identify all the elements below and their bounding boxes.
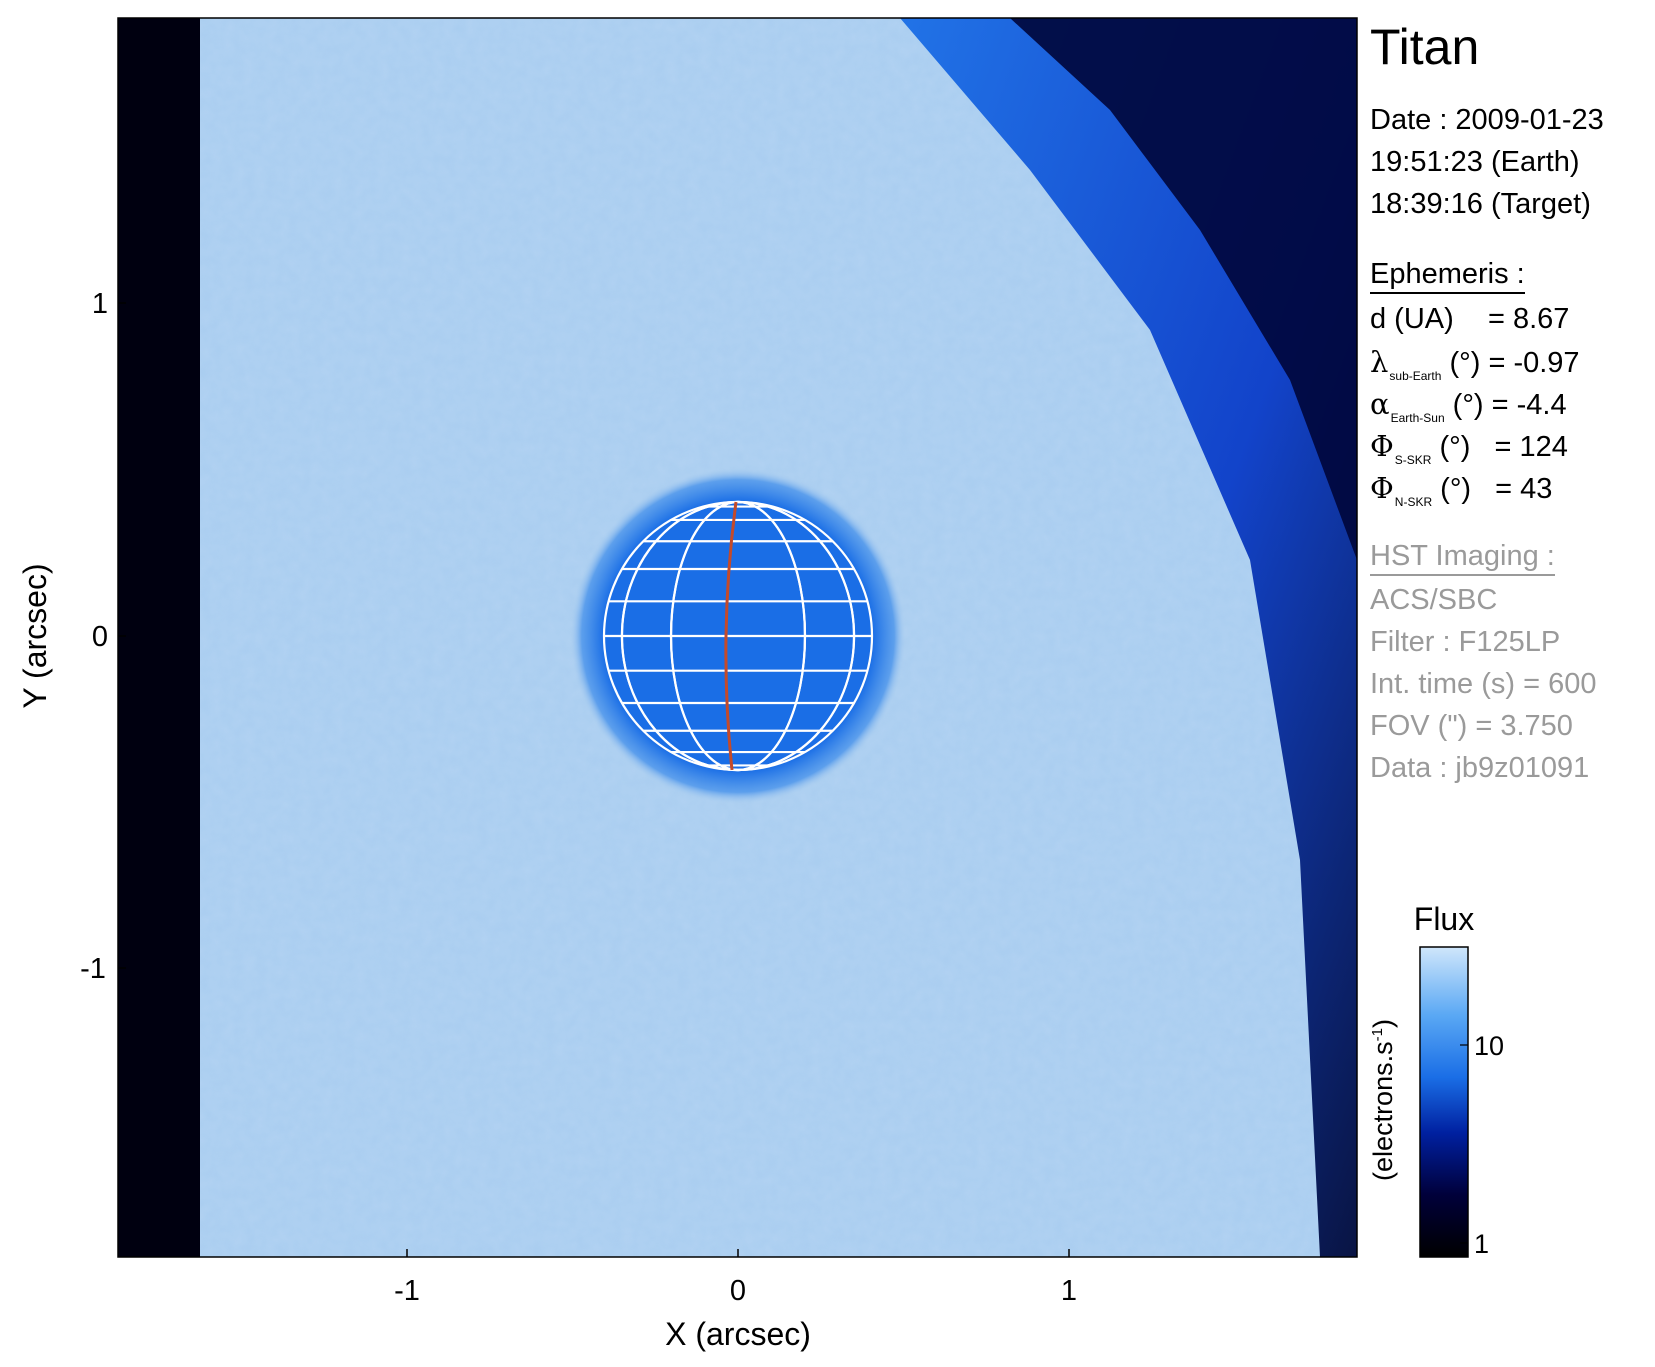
- central-meridian: [724, 501, 738, 771]
- phi-s-value: = 124: [1494, 431, 1568, 463]
- x-axis-label: X (arcsec): [665, 1316, 811, 1352]
- ephemeris-distance: d (UA) = 8.67: [1370, 303, 1569, 336]
- earth-time: 19:51:23 (Earth): [1370, 146, 1580, 178]
- colorbar-tick-label: 10: [1474, 1031, 1504, 1061]
- colorbar-title: Flux: [1414, 901, 1474, 937]
- colorbar-label-main: (electrons.s: [1368, 1041, 1398, 1181]
- y-axis-label: Y (arcsec): [17, 563, 53, 708]
- phi-s-symbol: Φ: [1370, 429, 1394, 463]
- alpha-symbol: α: [1370, 387, 1390, 421]
- lambda-symbol: λ: [1370, 345, 1389, 379]
- hst-header: HST Imaging :: [1370, 540, 1555, 576]
- meridian-line: [620, 500, 856, 772]
- phi-n-value: = 43: [1495, 473, 1553, 505]
- colorbar: [1419, 946, 1469, 1258]
- hst-header-row: HST Imaging :: [1370, 540, 1555, 576]
- lat-lon-grid: [602, 500, 874, 772]
- ephemeris-sub-earth-longitude: λsub-Earth (°) = -0.97: [1370, 345, 1580, 383]
- colorbar-label-sup: -1: [1369, 1028, 1386, 1041]
- y-axis: [118, 302, 126, 969]
- saturn-dark-corner: [1010, 18, 1357, 560]
- ephemeris-header-row: Ephemeris :: [1370, 258, 1525, 294]
- field-of-view: FOV (") = 3.750: [1370, 710, 1573, 742]
- ephemeris-distance-value: = 8.67: [1488, 303, 1570, 335]
- y-tick-label: -1: [80, 953, 106, 985]
- lambda-unit: (°): [1441, 347, 1481, 379]
- instrument: ACS/SBC: [1370, 584, 1498, 616]
- alpha-unit: (°): [1444, 389, 1484, 421]
- date-line: Date : 2009-01-23: [1370, 104, 1604, 136]
- alpha-value: = -4.4: [1491, 389, 1567, 421]
- data-id: Data : jb9z01091: [1370, 752, 1590, 784]
- colorbar-label-close: ): [1368, 1019, 1398, 1028]
- detector-dark-strip: [118, 18, 200, 1257]
- target-time: 18:39:16 (Target): [1370, 188, 1591, 220]
- saturn-glow-edge: [900, 18, 1357, 1257]
- alpha-subscript: Earth-Sun: [1390, 411, 1445, 425]
- colorbar-label: (electrons.s-1): [1368, 1019, 1398, 1181]
- ephemeris-distance-label: d (UA): [1370, 303, 1454, 335]
- x-tick-label: 0: [730, 1275, 746, 1307]
- colorbar-ticks: [1460, 1044, 1468, 1244]
- phi-s-unit: (°): [1431, 431, 1471, 463]
- ephemeris-phase-angle: αEarth-Sun (°) = -4.4: [1370, 387, 1567, 425]
- lambda-subscript: sub-Earth: [1389, 369, 1442, 383]
- phi-n-subscript: N-SKR: [1394, 495, 1433, 509]
- lambda-value: = -0.97: [1488, 347, 1580, 379]
- colorbar-tick-label: 1: [1474, 1229, 1489, 1259]
- integration-time: Int. time (s) = 600: [1370, 668, 1597, 700]
- ephemeris-n-skr-phase: ΦN-SKR (°) = 43: [1370, 471, 1553, 509]
- y-tick-label: 0: [92, 621, 108, 653]
- x-tick-label: 1: [1061, 1275, 1077, 1307]
- hst-image: [118, 18, 1357, 1257]
- x-axis: [406, 1249, 1070, 1257]
- phi-n-unit: (°): [1432, 473, 1472, 505]
- y-tick-label: 1: [92, 288, 108, 320]
- phi-n-symbol: Φ: [1370, 471, 1394, 505]
- filter: Filter : F125LP: [1370, 626, 1561, 658]
- phi-s-subscript: S-SKR: [1394, 453, 1432, 467]
- ephemeris-s-skr-phase: ΦS-SKR (°) = 124: [1370, 429, 1568, 467]
- x-tick-label: -1: [394, 1275, 420, 1307]
- ephemeris-header: Ephemeris :: [1370, 258, 1525, 294]
- target-title: Titan: [1370, 19, 1480, 75]
